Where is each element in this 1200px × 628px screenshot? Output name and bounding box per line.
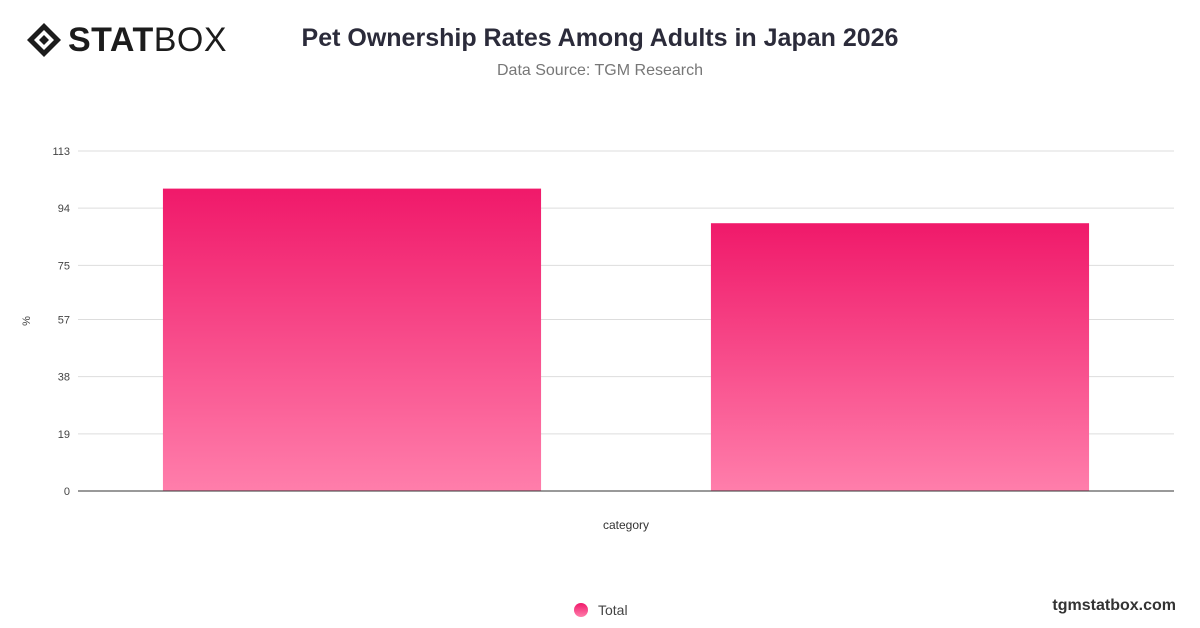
y-tick-label: 0 — [64, 486, 70, 498]
logo-wordmark: STATBOX — [68, 21, 228, 59]
chart-subtitle: Data Source: TGM Research — [496, 62, 703, 79]
y-axis-label: % — [21, 316, 33, 326]
y-tick-label: 19 — [58, 429, 70, 441]
x-axis-label: category — [603, 518, 649, 532]
statbox-logo: STATBOX — [26, 22, 227, 58]
bar[interactable] — [710, 223, 1090, 491]
bar[interactable] — [162, 188, 542, 491]
y-tick-label: 113 — [52, 146, 70, 158]
y-tick-label: 94 — [58, 203, 70, 215]
y-tick-label: 75 — [58, 260, 70, 272]
legend-label-total: Total — [598, 602, 628, 618]
y-tick-label: 57 — [58, 314, 70, 326]
legend-swatch — [574, 603, 588, 617]
legend[interactable]: Total — [574, 602, 628, 618]
chart-title: Pet Ownership Rates Among Adults in Japa… — [301, 24, 899, 52]
watermark: tgmstatbox.com — [1052, 597, 1176, 614]
diamond-logo-icon — [27, 23, 61, 57]
y-tick-label: 38 — [58, 372, 70, 384]
